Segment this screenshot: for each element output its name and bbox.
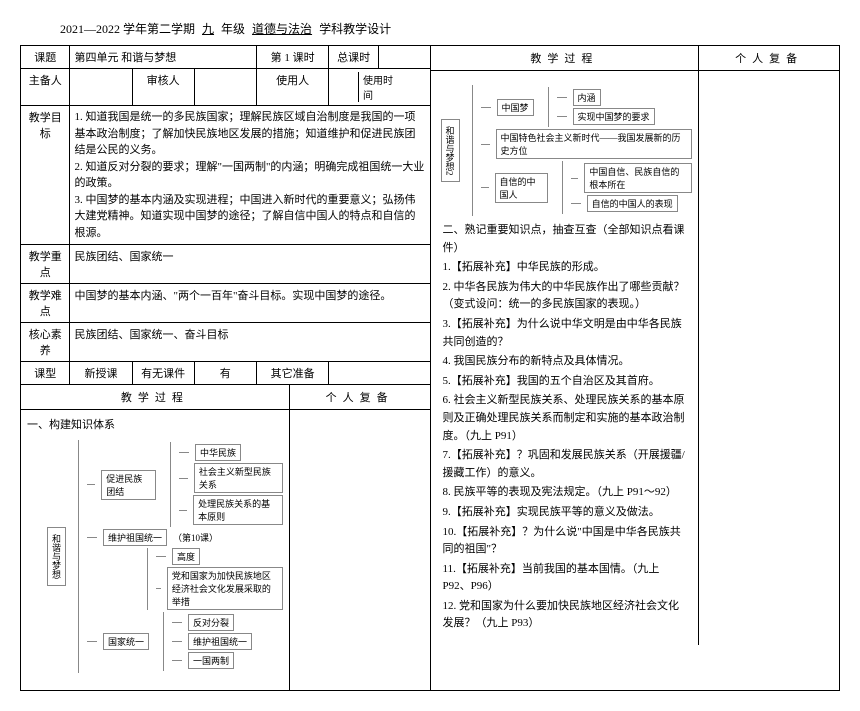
right-column: 教学过程 个人复备 和谐与梦想2 中国梦 内涵 实现中国梦的要求 bbox=[431, 45, 841, 691]
d1-n2b: 党和国家为加快民族地区经济社会文化发展采取的举措 bbox=[167, 567, 283, 610]
process-body-right: 和谐与梦想2 中国梦 内涵 实现中国梦的要求 中国特色社会主义新时代——我国发展… bbox=[431, 71, 840, 645]
reviewer-label: 审核人 bbox=[132, 69, 194, 106]
process-header-right: 教学过程 个人复备 bbox=[431, 46, 840, 71]
reviewer-value bbox=[194, 69, 256, 106]
title-grade: 九 bbox=[198, 22, 218, 36]
d2-a1: 内涵 bbox=[573, 89, 601, 106]
d1-n3b: 维护祖国统一 bbox=[188, 633, 252, 650]
d1-n1: 促进民族团结 bbox=[101, 470, 156, 500]
q10: 10.【拓展补充】？为什么说"中国是中华各民族共同的祖国"？ bbox=[443, 524, 687, 559]
diagram-1: 和谐与梦想 促进民族团结 中华民族 社会主义新型民族关系 处理民族关系的基本原则… bbox=[47, 440, 283, 673]
q3: 3.【拓展补充】为什么说中华文明是由中华各民族共同创造的？ bbox=[443, 316, 687, 351]
q12: 12. 党和国家为什么要加快民族地区经济社会文化发展？（九上 P93） bbox=[443, 598, 687, 633]
title-suffix: 学科教学设计 bbox=[319, 22, 391, 36]
goals-text: 1. 知道我国是统一的多民族国家；理解民族区域自治制度是我国的一项基本政治制度；… bbox=[70, 106, 430, 245]
key-text: 民族团结、国家统一 bbox=[70, 245, 430, 284]
question-list: 二、熟记重要知识点，抽查互查（全部知识点看课件） 1.【拓展补充】中华民族的形成… bbox=[437, 216, 693, 639]
q9: 9.【拓展补充】实现民族平等的意义及做法。 bbox=[443, 504, 687, 522]
d1-root: 和谐与梦想 bbox=[47, 527, 66, 586]
process-body-left: 一、构建知识体系 和谐与梦想 促进民族团结 中华民族 社会主义新型民族关系 处理… bbox=[21, 410, 430, 690]
q2: 2. 中华各民族为伟大的中华民族作出了哪些贡献？（变式设问：统一的多民族国家的表… bbox=[443, 279, 687, 314]
type-other-value bbox=[329, 362, 430, 385]
d1-n2: 维护祖国统一 bbox=[103, 529, 167, 546]
core-label: 核心素养 bbox=[21, 323, 70, 362]
topic-label: 课题 bbox=[21, 46, 70, 69]
d2-a2: 实现中国梦的要求 bbox=[573, 108, 655, 125]
title-grade-suffix: 年级 bbox=[221, 22, 245, 36]
page-title: 2021—2022 学年第二学期 九 年级 道德与法治 学科教学设计 bbox=[20, 20, 840, 37]
d2-c: 自信的中国人 bbox=[495, 173, 548, 203]
q7: 7.【拓展补充】？巩固和发展民族关系（开展援疆/援藏工作）的意义。 bbox=[443, 447, 687, 482]
period-cell: 第 1 课时 bbox=[256, 46, 329, 69]
type-hw-label: 有无课件 bbox=[132, 362, 194, 385]
d1-n1b: 社会主义新型民族关系 bbox=[194, 463, 283, 493]
d2-b: 中国特色社会主义新时代——我国发展新的历史方位 bbox=[496, 129, 693, 159]
d1-n3a: 反对分裂 bbox=[188, 614, 234, 631]
meta-table: 课题 第四单元 和谐与梦想 第 1 课时 总课时 主备人 审核人 使用人 bbox=[21, 46, 430, 385]
process-header-l-r: 教学过程 bbox=[431, 46, 700, 70]
left-notes bbox=[290, 410, 430, 690]
q5: 5.【拓展补充】我国的五个自治区及其首府。 bbox=[443, 373, 687, 391]
process-header-left: 教学过程 个人复备 bbox=[21, 385, 430, 410]
d2-c2: 自信的中国人的表现 bbox=[587, 195, 678, 212]
process-header-l: 教学过程 bbox=[21, 385, 290, 409]
d2-a: 中国梦 bbox=[497, 99, 534, 116]
preparer-label: 主备人 bbox=[21, 69, 70, 106]
diff-label: 教学难点 bbox=[21, 284, 70, 323]
process-header-r: 个人复备 bbox=[290, 385, 430, 409]
d1-n3c: 一国两制 bbox=[188, 652, 234, 669]
d1-n3: 国家统一 bbox=[103, 633, 149, 650]
type-label: 课型 bbox=[21, 362, 70, 385]
topic-value: 第四单元 和谐与梦想 bbox=[70, 46, 256, 69]
user-label: 使用人 bbox=[256, 69, 329, 106]
type-new: 新授课 bbox=[70, 362, 132, 385]
preparer-value bbox=[70, 69, 132, 106]
right-notes bbox=[699, 71, 839, 645]
d2-c1: 中国自信、民族自信的根本所在 bbox=[584, 163, 692, 193]
process-header-r-r: 个人复备 bbox=[699, 46, 839, 70]
diff-text: 中国梦的基本内涵、"两个一百年"奋斗目标。实现中国梦的途径。 bbox=[70, 284, 430, 323]
type-hw-value: 有 bbox=[194, 362, 256, 385]
d1-n1a: 中华民族 bbox=[195, 444, 241, 461]
q6: 6. 社会主义新型民族关系、处理民族关系的基本原则及正确处理民族关系而制定和实施… bbox=[443, 392, 687, 445]
d2-root: 和谐与梦想2 bbox=[441, 119, 460, 183]
title-subject: 道德与法治 bbox=[248, 22, 316, 36]
q8: 8. 民族平等的表现及宪法规定。（九上 P91～92） bbox=[443, 484, 687, 502]
total-label: 总课时 bbox=[329, 46, 378, 69]
q11: 11.【拓展补充】当前我国的基本国情。（九上 P92、P96） bbox=[443, 561, 687, 596]
d1-n1c: 处理民族关系的基本原则 bbox=[193, 495, 283, 525]
core-text: 民族团结、国家统一、奋斗目标 bbox=[70, 323, 430, 362]
rcol-intro: 二、熟记重要知识点，抽查互查（全部知识点看课件） bbox=[443, 222, 687, 257]
user-value: 使用时间 bbox=[329, 69, 430, 106]
title-prefix: 2021—2022 学年第二学期 bbox=[60, 22, 195, 36]
q1: 1.【拓展补充】中华民族的形成。 bbox=[443, 259, 687, 277]
total-value bbox=[378, 46, 429, 69]
key-label: 教学重点 bbox=[21, 245, 70, 284]
goals-label: 教学目标 bbox=[21, 106, 70, 245]
section1-title: 一、构建知识体系 bbox=[27, 416, 283, 432]
q4: 4. 我国民族分布的新特点及具体情况。 bbox=[443, 353, 687, 371]
diagram-2: 和谐与梦想2 中国梦 内涵 实现中国梦的要求 中国特色社会主义新时代——我国发展… bbox=[441, 85, 693, 216]
d1-n2a: 高度 bbox=[172, 548, 200, 565]
left-column: 课题 第四单元 和谐与梦想 第 1 课时 总课时 主备人 审核人 使用人 bbox=[20, 45, 431, 691]
type-other-label: 其它准备 bbox=[256, 362, 329, 385]
